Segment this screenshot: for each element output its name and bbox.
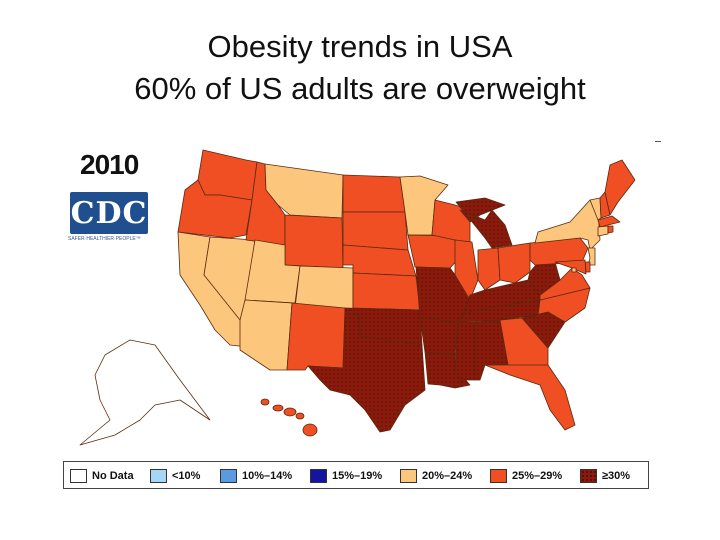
state-RI — [607, 225, 614, 234]
state-IN — [477, 247, 501, 291]
state-HI — [260, 398, 318, 437]
state-MI — [455, 197, 513, 249]
legend-label: 10%–14% — [242, 470, 293, 482]
state-CO — [294, 265, 354, 311]
cdc-tagline: SAFER·HEALTHIER·PEOPLE™ — [68, 236, 141, 242]
legend-item: 15%–19% — [310, 467, 382, 485]
legend-swatch — [150, 469, 167, 483]
map-year: 2010 — [80, 149, 139, 180]
state-KS — [352, 272, 421, 311]
legend-item: ≥30% — [580, 467, 630, 485]
legend-label: 25%–29% — [512, 470, 563, 482]
state-WA — [197, 149, 258, 201]
state-NY — [534, 199, 601, 251]
state-OH — [497, 242, 531, 284]
legend-label: 15%–19% — [332, 470, 383, 482]
legend-swatch — [310, 469, 327, 483]
state-ND — [342, 174, 406, 213]
map-legend: No Data <10% 10%–14% 15%–19% 20%–24% 25%… — [63, 461, 649, 489]
state-DC — [571, 267, 577, 273]
legend-label: ≥30% — [602, 470, 631, 482]
state-MD — [554, 259, 587, 275]
legend-swatch — [490, 469, 507, 483]
state-MS — [454, 321, 476, 381]
legend-swatch — [580, 469, 597, 483]
legend-swatch — [220, 469, 237, 483]
legend-item: 20%–24% — [400, 467, 472, 485]
legend-label: <10% — [172, 470, 201, 482]
legend-label: No Data — [92, 470, 134, 482]
state-FL — [484, 364, 576, 431]
state-WY — [284, 214, 344, 269]
legend-label: 20%–24% — [422, 470, 473, 482]
title-line-2: 60% of US adults are overweight — [134, 71, 586, 106]
legend-item: <10% — [150, 467, 200, 485]
title-line-1: Obesity trends in USA — [207, 29, 513, 64]
legend-swatch — [400, 469, 417, 483]
stray-dash — [655, 141, 661, 142]
state-NE — [342, 244, 417, 277]
state-CT — [597, 225, 609, 237]
state-TX — [307, 313, 426, 433]
legend-swatch — [70, 469, 87, 483]
state-ME — [604, 159, 636, 216]
state-NJ — [587, 247, 596, 266]
state-LA — [424, 351, 471, 389]
state-AZ — [239, 299, 293, 371]
state-MA — [597, 215, 621, 228]
cdc-logo: CDC — [70, 192, 148, 234]
legend-item: 25%–29% — [490, 467, 562, 485]
state-AR — [419, 317, 459, 356]
state-IL — [454, 239, 479, 301]
legend-item: No Data — [70, 467, 134, 485]
state-NM — [286, 302, 346, 371]
page-title: Obesity trends in USA 60% of US adults a… — [0, 26, 720, 110]
us-obesity-map — [79, 149, 636, 446]
state-AK — [79, 339, 211, 446]
legend-item: 10%–14% — [220, 467, 292, 485]
state-SD — [342, 211, 409, 251]
